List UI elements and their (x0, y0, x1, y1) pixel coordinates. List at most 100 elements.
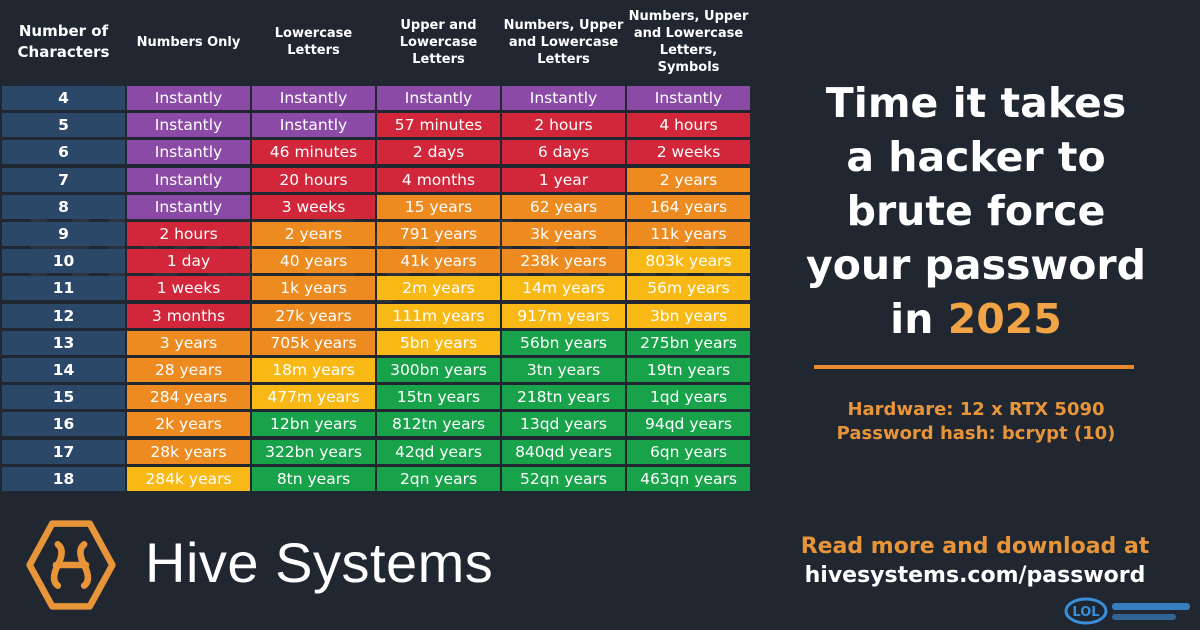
character-count-cell: 12 (2, 303, 125, 328)
hardware-info: Hardware: 12 x RTX 5090 Password hash: b… (800, 398, 1152, 446)
time-cell: 52qn years (502, 466, 625, 491)
title-line-3: brute force (846, 187, 1106, 235)
time-cell: 19tn years (627, 358, 750, 382)
time-cell: 56bn years (502, 330, 625, 355)
time-cell: 2 hours (502, 113, 625, 138)
time-cell: Instantly (252, 86, 375, 110)
title-in: in (890, 295, 948, 343)
time-cell: 11k years (627, 222, 750, 246)
time-cell: 2 hours (127, 222, 250, 246)
time-cell: 477m years (252, 385, 375, 410)
time-cell: 15 years (377, 194, 500, 219)
hive-logo-icon (26, 520, 116, 610)
time-cell: 6qn years (627, 439, 750, 464)
time-cell: 40 years (252, 249, 375, 274)
time-cell: 2m years (377, 276, 500, 301)
read-more-text: Read more and download at (800, 534, 1150, 559)
time-cell: 28 years (127, 358, 250, 382)
time-cell: 218tn years (502, 385, 625, 410)
time-cell: 6 days (502, 140, 625, 165)
time-cell: 705k years (252, 330, 375, 355)
character-count-cell: 14 (2, 358, 125, 382)
time-cell: 917m years (502, 303, 625, 328)
time-cell: 322bn years (252, 439, 375, 464)
column-header: Number of Characters (17, 22, 110, 61)
column-header: Numbers, Upper and Lowercase Letters, Sy… (628, 9, 749, 75)
time-cell: 28k years (127, 439, 250, 464)
title-line-5: in 2025 (800, 292, 1152, 346)
time-cell: 111m years (377, 303, 500, 328)
time-cell: Instantly (127, 113, 250, 138)
time-cell: 463qn years (627, 466, 750, 491)
time-cell: 57 minutes (377, 113, 500, 138)
time-cell: 2 years (627, 167, 750, 192)
time-cell: 18m years (252, 358, 375, 382)
time-cell: 1qd years (627, 385, 750, 410)
time-cell: 284 years (127, 385, 250, 410)
time-cell: Instantly (502, 86, 625, 110)
time-cell: 284k years (127, 466, 250, 491)
time-cell: 4 months (377, 167, 500, 192)
divider (814, 365, 1134, 369)
column-header: Lowercase Letters (274, 26, 353, 58)
character-count-cell: 7 (2, 167, 125, 192)
time-cell: 94qd years (627, 412, 750, 437)
time-cell: 46 minutes (252, 140, 375, 165)
time-cell: 2 weeks (627, 140, 750, 165)
time-cell: 62 years (502, 194, 625, 219)
time-cell: 3tn years (502, 358, 625, 382)
time-cell: 164 years (627, 194, 750, 219)
time-cell: 238k years (502, 249, 625, 274)
time-cell: 42qd years (377, 439, 500, 464)
corner-watermark-text: LOL (1072, 605, 1099, 620)
time-cell: 5bn years (377, 330, 500, 355)
time-cell: 3 weeks (252, 194, 375, 219)
time-cell: 15tn years (377, 385, 500, 410)
character-count-cell: 13 (2, 330, 125, 355)
time-cell: 2 years (252, 222, 375, 246)
hardware-line: Hardware: 12 x RTX 5090 (847, 399, 1105, 420)
time-cell: 1k years (252, 276, 375, 301)
time-cell: 1 weeks (127, 276, 250, 301)
time-cell: Instantly (127, 140, 250, 165)
time-cell: 840qd years (502, 439, 625, 464)
hash-line: Password hash: bcrypt (10) (836, 423, 1116, 444)
time-cell: 8tn years (252, 466, 375, 491)
column-header: Upper and Lowercase Letters (399, 17, 478, 67)
character-count-cell: 10 (2, 249, 125, 274)
time-cell: 27k years (252, 303, 375, 328)
page-title: Time it takes a hacker to brute force yo… (800, 76, 1152, 346)
time-cell: 275bn years (627, 330, 750, 355)
time-cell: 20 hours (252, 167, 375, 192)
time-cell: 3 months (127, 303, 250, 328)
time-cell: 791 years (377, 222, 500, 246)
brand-name: Hive Systems (145, 531, 494, 594)
title-line-2: a hacker to (846, 133, 1106, 181)
time-cell: 803k years (627, 249, 750, 274)
time-cell: Instantly (252, 113, 375, 138)
character-count-cell: 17 (2, 439, 125, 464)
character-count-cell: 9 (2, 222, 125, 246)
time-cell: 2k years (127, 412, 250, 437)
time-cell: 12bn years (252, 412, 375, 437)
time-cell: 3k years (502, 222, 625, 246)
time-cell: 300bn years (377, 358, 500, 382)
time-cell: 56m years (627, 276, 750, 301)
time-cell: 41k years (377, 249, 500, 274)
column-header: Numbers, Upper and Lowercase Letters (503, 17, 624, 67)
time-cell: 14m years (502, 276, 625, 301)
time-cell: Instantly (127, 86, 250, 110)
time-cell: Instantly (127, 194, 250, 219)
time-cell: Instantly (627, 86, 750, 110)
title-line-4: your password (805, 241, 1146, 289)
time-cell: 1 year (502, 167, 625, 192)
character-count-cell: 15 (2, 385, 125, 410)
column-header: Numbers Only (136, 34, 241, 50)
time-cell: 1 day (127, 249, 250, 274)
website-link[interactable]: hivesystems.com/password (804, 563, 1146, 588)
time-cell: 13qd years (502, 412, 625, 437)
title-year: 2025 (947, 295, 1062, 343)
time-cell: 4 hours (627, 113, 750, 138)
character-count-cell: 11 (2, 276, 125, 301)
character-count-cell: 18 (2, 466, 125, 491)
